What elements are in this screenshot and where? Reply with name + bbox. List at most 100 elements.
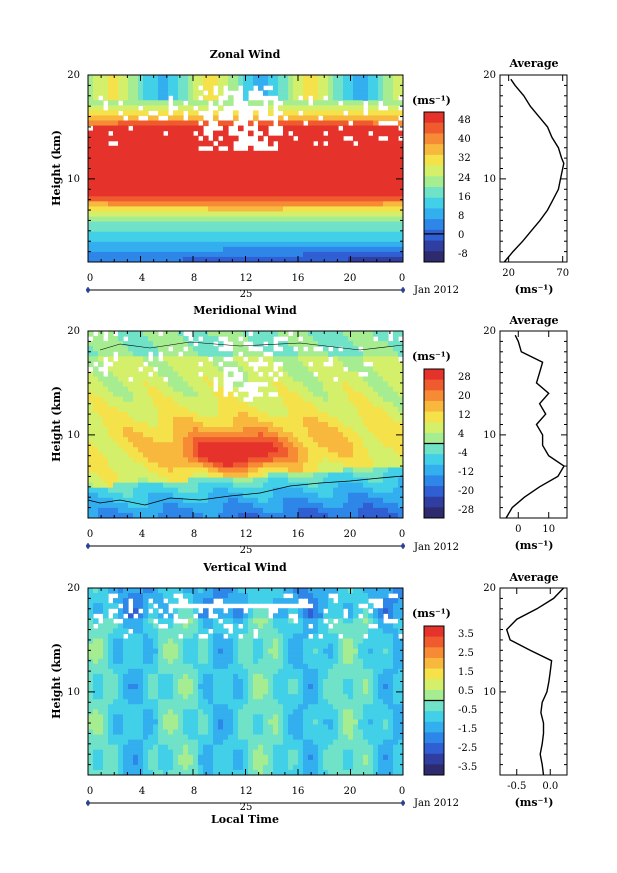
heatmap-cell [103, 251, 109, 258]
heatmap-cell [338, 216, 344, 223]
heatmap-cell [308, 85, 314, 91]
heatmap-cell [353, 416, 359, 423]
heatmap-cell [103, 115, 109, 122]
heatmap-cell [283, 507, 289, 514]
heatmap-cell [108, 346, 114, 352]
heatmap-cell [238, 411, 244, 418]
heatmap-cell [168, 497, 174, 504]
heatmap-cell [258, 241, 264, 248]
heatmap-cell [323, 477, 329, 484]
heatmap-cell [193, 376, 199, 383]
heatmap-cell [108, 714, 114, 720]
heatmap-cell [138, 181, 144, 187]
zonal-wind-panel: Zonal Wind 20 10 Height (km) 0 4 8 12 16… [50, 48, 569, 300]
heatmap-cell [208, 206, 214, 213]
heatmap-cell [243, 186, 249, 192]
heatmap-cell [108, 704, 114, 710]
heatmap-cell [113, 628, 119, 635]
heatmap-cell [313, 226, 319, 233]
heatmap-cell [128, 160, 134, 167]
heatmap-cell [168, 331, 174, 337]
heatmap-cell [138, 341, 144, 347]
heatmap-cell [338, 256, 344, 262]
heatmap-cell [248, 206, 254, 213]
heatmap-cell [213, 442, 219, 448]
heatmap-cell [313, 356, 319, 362]
heatmap-cell [213, 231, 219, 238]
heatmap-cell [108, 105, 114, 111]
heatmap-cell [328, 427, 334, 433]
heatmap-cell [223, 477, 229, 484]
heatmap-cell [368, 145, 374, 152]
heatmap-cell [383, 256, 389, 262]
heatmap-cell [163, 246, 169, 253]
heatmap-cell [328, 140, 334, 147]
heatmap-cell [183, 336, 189, 342]
heatmap-cell [378, 427, 384, 433]
heatmap-cell [368, 211, 374, 218]
heatmap-cell [328, 336, 334, 342]
heatmap-cell [118, 115, 124, 122]
heatmap-cell [363, 442, 369, 448]
heatmap-cell [293, 452, 299, 458]
heatmap-cell [383, 145, 389, 152]
heatmap-cell [188, 181, 194, 187]
heatmap-cell [288, 115, 294, 122]
heatmap-cell [333, 406, 339, 413]
heatmap-cell [118, 497, 124, 504]
heatmap-cell [378, 165, 384, 172]
heatmap-cell [373, 135, 379, 142]
heatmap-cell [293, 356, 299, 362]
heatmap-cell [273, 80, 279, 86]
heatmap-cell [148, 75, 154, 81]
heatmap-cell [328, 241, 334, 248]
heatmap-cell [243, 442, 249, 448]
heatmap-cell [213, 361, 219, 367]
heatmap-cell [368, 186, 374, 192]
heatmap-cell [298, 206, 304, 213]
heatmap-cell [133, 140, 139, 147]
heatmap-cell [388, 341, 394, 347]
heatmap-cell [143, 442, 149, 448]
heatmap-cell [188, 492, 194, 499]
heatmap-cell [218, 150, 224, 157]
heatmap-cell [363, 85, 369, 91]
heatmap-cell [363, 416, 369, 423]
heatmap-cell [398, 351, 403, 357]
heatmap-cell [263, 171, 269, 177]
heatmap-cell [118, 482, 124, 489]
heatmap-cell [113, 110, 119, 117]
heatmap-cell [93, 231, 99, 238]
heatmap-cell [203, 80, 209, 86]
heatmap-cell [388, 376, 394, 383]
heatmap-cell [338, 206, 344, 213]
heatmap-cell [93, 75, 99, 81]
heatmap-cell [228, 241, 234, 248]
heatmap-cell [348, 196, 354, 202]
heatmap-cell [343, 191, 349, 197]
heatmap-cell [238, 401, 244, 408]
heatmap-cell [368, 201, 374, 207]
heatmap-cell [168, 246, 174, 253]
heatmap-cell [223, 502, 229, 509]
heatmap-cell [248, 447, 254, 453]
heatmap-cell [193, 356, 199, 362]
heatmap-cell [353, 331, 359, 337]
heatmap-cell [178, 145, 184, 152]
heatmap-cell [128, 186, 134, 192]
heatmap-cell [128, 427, 134, 433]
heatmap-cell [103, 668, 109, 675]
heatmap-cell [373, 421, 379, 428]
heatmap-cell [223, 452, 229, 458]
heatmap-cell [138, 196, 144, 202]
heatmap-cell [173, 401, 179, 408]
heatmap-cell [278, 452, 284, 458]
heatmap-cell [288, 391, 294, 398]
heatmap-cell [148, 221, 154, 228]
heatmap-cell [88, 221, 94, 228]
heatmap-cell [208, 95, 214, 101]
heatmap-cell [313, 171, 319, 177]
heatmap-cell [338, 75, 344, 81]
heatmap-cell [198, 216, 204, 223]
heatmap-cell [223, 447, 229, 453]
